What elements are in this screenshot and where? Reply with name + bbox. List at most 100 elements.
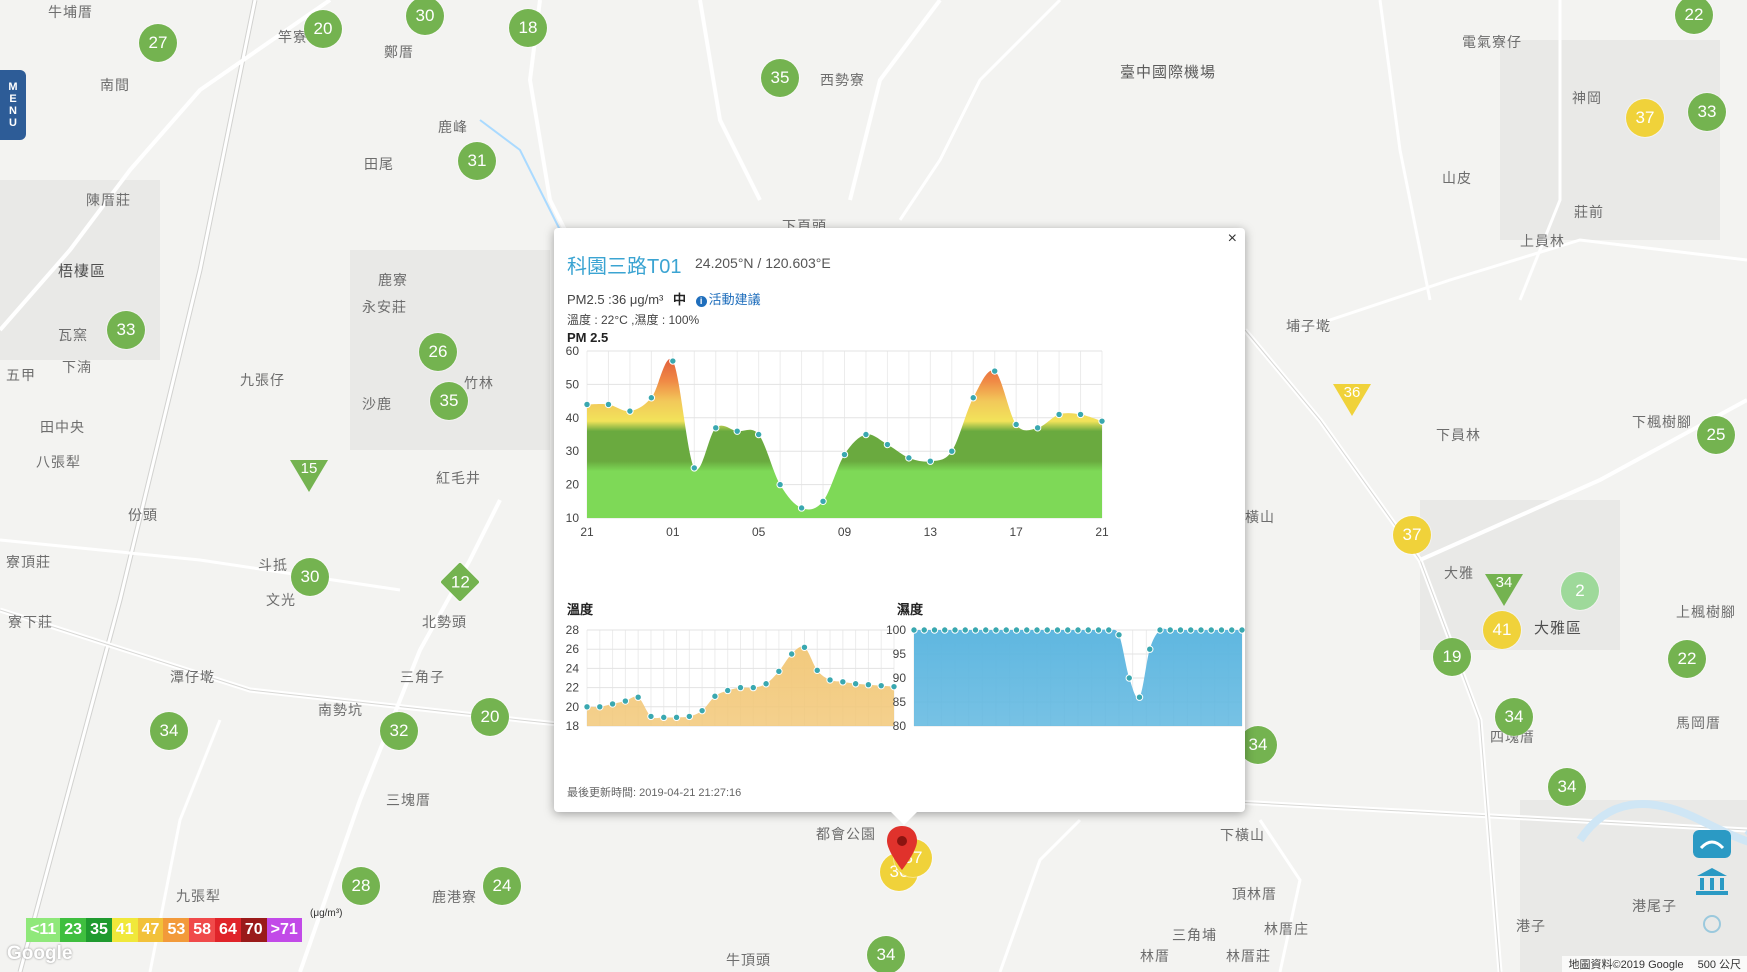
station-marker[interactable]: 24 — [483, 867, 521, 905]
data-point — [1217, 626, 1226, 634]
marker-value: 28 — [351, 876, 371, 895]
station-marker[interactable]: 18 — [509, 9, 547, 47]
legend-unit: (μg/m³) — [310, 908, 343, 919]
station-marker[interactable]: 33 — [107, 311, 145, 349]
place-label: 八張犁 — [36, 455, 81, 471]
station-marker[interactable]: 19 — [1433, 638, 1471, 676]
place-label: 林厝莊 — [1226, 949, 1271, 965]
data-point — [604, 400, 613, 409]
data-point — [583, 703, 591, 711]
station-marker[interactable]: 34 — [1239, 726, 1277, 764]
building-icon[interactable] — [1693, 866, 1731, 896]
marker-value: 34 — [1248, 735, 1268, 754]
marker-value: 35 — [770, 68, 790, 87]
place-label: 大雅區 — [1534, 619, 1583, 637]
station-marker[interactable]: 20 — [471, 698, 509, 736]
station-marker[interactable]: 22 — [1675, 0, 1713, 34]
data-point — [1238, 626, 1245, 634]
menu-letter: U — [9, 117, 17, 129]
station-marker[interactable]: 22 — [1668, 640, 1706, 678]
station-marker[interactable]: 26 — [419, 333, 457, 371]
station-marker[interactable]: 28 — [342, 867, 380, 905]
legend-cell: 41 — [111, 918, 138, 942]
place-label: 文光 — [266, 593, 296, 609]
place-label: 下橫山 — [1220, 828, 1265, 844]
place-label: 永安莊 — [362, 300, 407, 316]
data-point — [982, 626, 990, 634]
station-marker[interactable]: 34 — [1548, 768, 1586, 806]
data-point — [1064, 626, 1072, 634]
pm-chart-title: PM 2.5 — [567, 330, 609, 345]
marker-value: 30 — [415, 6, 435, 25]
place-label: 陳厝莊 — [86, 193, 131, 209]
marker-value: 22 — [1684, 5, 1704, 24]
legend-cell: >71 — [266, 918, 302, 942]
data-point — [951, 626, 959, 634]
station-marker[interactable]: 30 — [406, 0, 444, 35]
data-point — [1176, 626, 1185, 634]
station-marker[interactable]: 25 — [1697, 416, 1735, 454]
place-label: 田尾 — [364, 157, 394, 173]
data-point — [634, 693, 642, 701]
place-label: 潭仔墘 — [170, 670, 215, 686]
data-point — [1033, 424, 1042, 432]
place-label: 九張仔 — [240, 373, 285, 389]
station-marker[interactable]: 34 — [867, 936, 905, 972]
station-marker[interactable]: 35 — [761, 59, 799, 97]
legend-cell: 47 — [137, 918, 164, 942]
y-tick-label: 20 — [566, 700, 580, 714]
place-label: 港尾子 — [1632, 899, 1677, 915]
marker-value: 26 — [428, 342, 448, 361]
station-marker[interactable]: 37 — [1626, 99, 1664, 137]
location-pin-icon[interactable] — [887, 826, 917, 870]
station-marker[interactable]: 31 — [458, 142, 496, 180]
data-point — [1187, 626, 1195, 634]
y-tick-label: 50 — [566, 377, 580, 391]
data-point — [583, 400, 591, 409]
marker-value: 12 — [450, 571, 470, 591]
marker-value: 18 — [518, 18, 538, 37]
data-point — [969, 394, 977, 402]
data-point — [961, 626, 969, 634]
station-marker[interactable]: 33 — [1688, 93, 1726, 131]
temp-chart-title: 溫度 — [567, 602, 594, 617]
station-marker[interactable]: 35 — [430, 382, 468, 420]
temp-chart: 18 20 22 24 26 28 — [566, 623, 898, 733]
marker-value: 20 — [313, 19, 333, 38]
station-marker[interactable]: 34 — [1495, 698, 1533, 736]
station-marker[interactable]: 15 — [290, 460, 328, 492]
station-marker[interactable]: 34 — [1485, 574, 1523, 606]
data-point — [1156, 626, 1164, 634]
station-marker[interactable]: 20 — [304, 10, 342, 48]
station-marker[interactable]: 36 — [1333, 384, 1371, 416]
data-point — [1084, 626, 1092, 634]
data-point — [1012, 626, 1021, 634]
pm-level: 中 — [672, 292, 686, 307]
data-point — [1135, 693, 1144, 701]
y-tick-label: 26 — [566, 642, 580, 656]
station-marker[interactable]: 2 — [1561, 572, 1599, 610]
place-label: 鹿峰 — [438, 120, 468, 136]
weather-icon[interactable] — [1693, 908, 1731, 936]
station-marker[interactable]: 27 — [139, 24, 177, 62]
station-marker[interactable]: 37 — [1393, 516, 1431, 554]
station-marker[interactable]: 34 — [150, 712, 188, 750]
layers-icon[interactable] — [1693, 830, 1731, 858]
y-tick-label: 90 — [893, 671, 907, 685]
station-marker[interactable]: 41 — [1483, 611, 1521, 649]
area-fill — [914, 628, 1242, 726]
info-icon[interactable]: i — [695, 296, 707, 307]
advice-link[interactable]: 活動建議 — [708, 292, 761, 307]
marker-value: 32 — [389, 721, 409, 740]
x-tick-label: 17 — [1009, 525, 1023, 539]
station-marker[interactable]: 32 — [380, 712, 418, 750]
y-tick-label: 100 — [886, 623, 906, 637]
marker-value: 33 — [1697, 102, 1717, 121]
data-point — [1146, 645, 1154, 653]
place-label: 南勢坑 — [318, 703, 363, 719]
close-icon[interactable]: × — [1227, 230, 1237, 247]
station-marker[interactable]: 30 — [291, 558, 329, 596]
pm-chart: 10 20 30 40 50 60 21 01 05 09 13 17 21 — [566, 344, 1109, 539]
